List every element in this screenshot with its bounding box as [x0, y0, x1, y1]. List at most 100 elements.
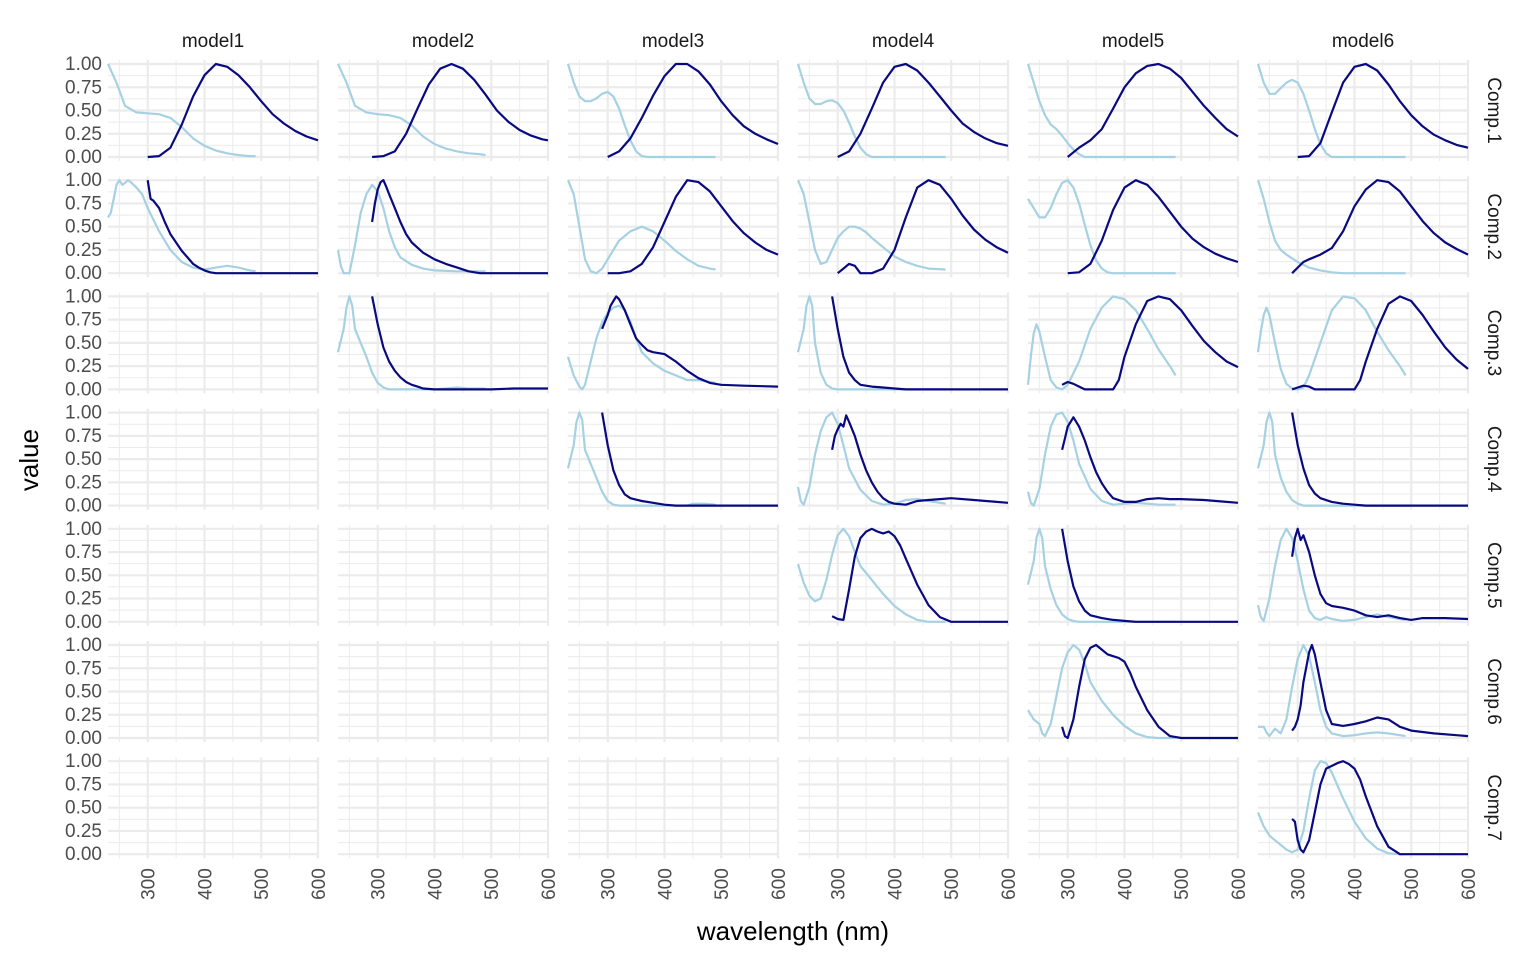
- panel-model2-Comp.6: [338, 641, 550, 742]
- emission-line: [1067, 62, 1239, 158]
- excitation-line: [1256, 179, 1406, 275]
- panel-model5-Comp.6: [1028, 641, 1240, 742]
- emission-line: [1291, 179, 1469, 274]
- x-tick-label: 600: [1229, 868, 1250, 900]
- emission-line: [837, 62, 1009, 158]
- x-tick-label: 600: [1459, 868, 1480, 900]
- panel-model4-Comp.6: [798, 641, 1010, 742]
- emission-line: [601, 412, 778, 507]
- emission-line: [1061, 416, 1239, 504]
- x-tick-label: 600: [999, 868, 1020, 900]
- series-model1-Comp.1: [106, 62, 319, 159]
- excitation-line: [796, 411, 946, 506]
- row-strip-label: Comp.6: [1483, 658, 1504, 725]
- column-strip-label: model2: [412, 31, 474, 52]
- x-tick-label: 400: [425, 868, 446, 900]
- excitation-line: [1256, 411, 1406, 507]
- row-strip-label: Comp.5: [1483, 542, 1504, 609]
- x-tick-label: 500: [252, 868, 273, 900]
- series-model2-Comp.1: [336, 62, 549, 159]
- series-model5-Comp.2: [1027, 179, 1239, 275]
- row-strip-label: Comp.2: [1483, 193, 1504, 260]
- excitation-line: [1027, 179, 1176, 275]
- series-model5-Comp.1: [1026, 62, 1239, 159]
- panel-model2-Comp.4: [338, 408, 550, 510]
- y-tick-label: 1.00: [65, 751, 102, 772]
- x-axis-title: wavelength (nm): [696, 916, 889, 946]
- emission-line: [837, 179, 1009, 275]
- y-tick-label: 1.00: [65, 170, 102, 191]
- x-tick-label: 500: [1402, 868, 1423, 900]
- panel-model4-Comp.5: [798, 524, 1010, 626]
- row-strip-label: Comp.3: [1483, 310, 1504, 377]
- y-tick-label: 1.00: [65, 519, 102, 540]
- y-tick-label: 0.00: [65, 728, 102, 749]
- x-tick-label: 400: [195, 868, 216, 900]
- y-tick-label: 0.25: [65, 472, 102, 493]
- column-strip-label: model5: [1102, 31, 1164, 52]
- panel-model1-Comp.4: [108, 408, 320, 510]
- x-tick-label: 300: [599, 868, 620, 900]
- x-tick-label: 500: [942, 868, 963, 900]
- panel-model6-Comp.5: [1258, 524, 1470, 626]
- y-tick-label: 0.50: [65, 217, 102, 238]
- x-tick-label: 400: [655, 868, 676, 900]
- panel-model4-Comp.3: [798, 292, 1010, 394]
- emission-line: [1297, 62, 1469, 159]
- emission-line: [607, 179, 779, 275]
- series-model6-Comp.6: [1258, 643, 1469, 738]
- column-strip-label: model3: [642, 31, 704, 52]
- series-model5-Comp.6: [1027, 643, 1238, 740]
- panel-model1-Comp.1: [108, 60, 320, 161]
- x-tick-label: 400: [885, 868, 906, 900]
- excitation-line: [796, 295, 946, 391]
- panel-model1-Comp.3: [108, 292, 320, 394]
- y-tick-label: 0.50: [65, 333, 102, 354]
- y-tick-label: 0.75: [65, 193, 102, 214]
- x-tick-label: 400: [1345, 868, 1366, 900]
- x-tick-label: 600: [309, 868, 330, 900]
- emission-line: [1061, 528, 1238, 623]
- y-tick-label: 0.75: [65, 542, 102, 563]
- y-tick-label: 0.50: [65, 449, 102, 470]
- x-tick-label: 300: [369, 868, 390, 900]
- series-model4-Comp.4: [796, 411, 1009, 506]
- column-strip-label: model6: [1332, 31, 1394, 52]
- y-tick-label: 0.50: [65, 101, 102, 122]
- emission-line: [372, 62, 549, 159]
- series-model2-Comp.3: [336, 295, 548, 391]
- panel-model1-Comp.7: [108, 757, 320, 859]
- excitation-line: [1256, 760, 1406, 856]
- y-tick-label: 0.25: [65, 124, 102, 145]
- y-tick-label: 0.25: [65, 705, 102, 726]
- series-model5-Comp.3: [1026, 295, 1239, 391]
- series-model5-Comp.5: [1026, 527, 1238, 623]
- series-model3-Comp.3: [566, 295, 779, 391]
- column-strip-label: model4: [872, 31, 935, 52]
- emission-line: [1291, 412, 1468, 507]
- emission-line: [1061, 295, 1239, 391]
- panel-model3-Comp.5: [568, 524, 780, 626]
- excitation-line: [1026, 527, 1176, 623]
- series-model2-Comp.2: [336, 179, 548, 275]
- excitation-line: [566, 304, 716, 391]
- column-strip-label: model1: [182, 31, 244, 52]
- excitation-line: [336, 183, 486, 275]
- excitation-line: [566, 63, 716, 159]
- y-tick-label: 1.00: [65, 403, 102, 424]
- series-model5-Comp.4: [1026, 411, 1239, 507]
- series-model6-Comp.1: [1256, 62, 1469, 159]
- panel-model4-Comp.1: [798, 60, 1010, 161]
- series-model3-Comp.1: [566, 62, 779, 159]
- panel-model1-Comp.5: [108, 524, 320, 626]
- panel-model5-Comp.7: [1028, 757, 1240, 859]
- x-tick-label: 600: [539, 868, 560, 900]
- row-strip-label: Comp.7: [1483, 774, 1504, 841]
- y-tick-label: 0.25: [65, 821, 102, 842]
- series-model4-Comp.2: [796, 179, 1009, 275]
- panel-model5-Comp.2: [1028, 176, 1240, 278]
- panel-model6-Comp.6: [1258, 641, 1470, 742]
- y-tick-label: 1.00: [65, 635, 102, 656]
- panel-model6-Comp.7: [1258, 757, 1470, 859]
- excitation-line: [1027, 643, 1176, 740]
